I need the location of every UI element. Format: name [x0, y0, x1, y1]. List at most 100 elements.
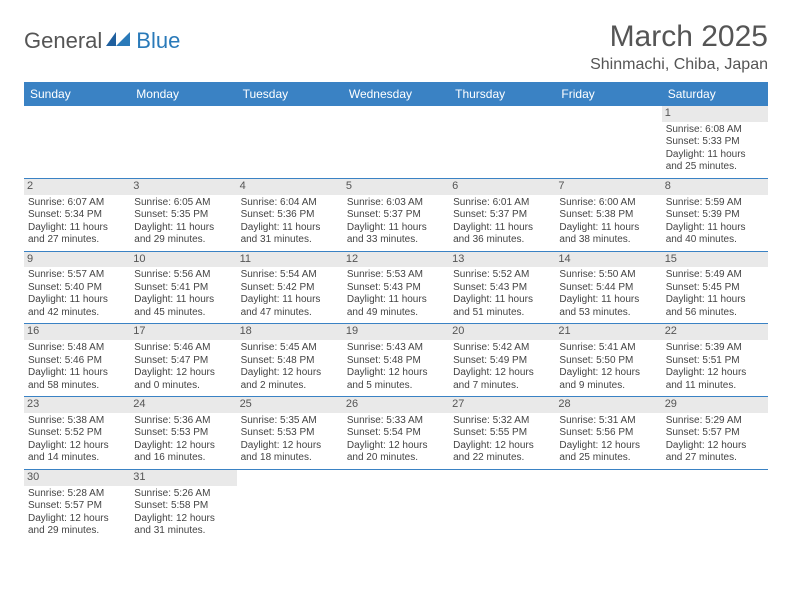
- daylight-line: Daylight: 11 hours and 29 minutes.: [134, 222, 232, 247]
- sunrise-line: Sunrise: 5:49 AM: [666, 269, 764, 282]
- month-title: March 2025: [590, 20, 768, 54]
- sunset-line: Sunset: 5:57 PM: [28, 500, 126, 513]
- sunrise-line: Sunrise: 6:00 AM: [559, 197, 657, 210]
- sunset-line: Sunset: 5:37 PM: [347, 209, 445, 222]
- calendar-cell: 18Sunrise: 5:45 AMSunset: 5:48 PMDayligh…: [237, 324, 343, 397]
- sunset-line: Sunset: 5:33 PM: [666, 136, 764, 149]
- sunset-line: Sunset: 5:39 PM: [666, 209, 764, 222]
- sunrise-line: Sunrise: 5:32 AM: [453, 415, 551, 428]
- daylight-line: Daylight: 12 hours and 31 minutes.: [134, 513, 232, 538]
- calendar-row: 16Sunrise: 5:48 AMSunset: 5:46 PMDayligh…: [24, 324, 768, 397]
- daylight-line: Daylight: 12 hours and 9 minutes.: [559, 367, 657, 392]
- sunrise-line: Sunrise: 6:01 AM: [453, 197, 551, 210]
- day-number: 5: [343, 179, 449, 195]
- day-number: 26: [343, 397, 449, 413]
- sunset-line: Sunset: 5:42 PM: [241, 282, 339, 295]
- calendar-cell: 31Sunrise: 5:26 AMSunset: 5:58 PMDayligh…: [130, 469, 236, 541]
- daylight-line: Daylight: 11 hours and 36 minutes.: [453, 222, 551, 247]
- sunset-line: Sunset: 5:54 PM: [347, 427, 445, 440]
- sunrise-line: Sunrise: 6:03 AM: [347, 197, 445, 210]
- calendar-cell: 23Sunrise: 5:38 AMSunset: 5:52 PMDayligh…: [24, 397, 130, 470]
- calendar-cell: [343, 469, 449, 541]
- weekday-header: Sunday: [24, 82, 130, 106]
- sunrise-line: Sunrise: 5:56 AM: [134, 269, 232, 282]
- sunrise-line: Sunrise: 5:29 AM: [666, 415, 764, 428]
- calendar-cell: 8Sunrise: 5:59 AMSunset: 5:39 PMDaylight…: [662, 178, 768, 251]
- weekday-header: Wednesday: [343, 82, 449, 106]
- daylight-line: Daylight: 11 hours and 42 minutes.: [28, 294, 126, 319]
- daylight-line: Daylight: 11 hours and 53 minutes.: [559, 294, 657, 319]
- calendar-cell: 7Sunrise: 6:00 AMSunset: 5:38 PMDaylight…: [555, 178, 661, 251]
- sunset-line: Sunset: 5:44 PM: [559, 282, 657, 295]
- calendar-cell: 26Sunrise: 5:33 AMSunset: 5:54 PMDayligh…: [343, 397, 449, 470]
- day-number: 8: [662, 179, 768, 195]
- calendar-row: 23Sunrise: 5:38 AMSunset: 5:52 PMDayligh…: [24, 397, 768, 470]
- day-number: 27: [449, 397, 555, 413]
- weekday-header: Friday: [555, 82, 661, 106]
- sunrise-line: Sunrise: 6:07 AM: [28, 197, 126, 210]
- sunrise-line: Sunrise: 5:39 AM: [666, 342, 764, 355]
- sunset-line: Sunset: 5:45 PM: [666, 282, 764, 295]
- calendar-cell: 12Sunrise: 5:53 AMSunset: 5:43 PMDayligh…: [343, 251, 449, 324]
- logo-text-blue: Blue: [136, 28, 180, 54]
- weekday-header: Monday: [130, 82, 236, 106]
- day-number: 19: [343, 324, 449, 340]
- sunrise-line: Sunrise: 6:08 AM: [666, 124, 764, 137]
- sunrise-line: Sunrise: 5:46 AM: [134, 342, 232, 355]
- logo-text-general: General: [24, 28, 102, 54]
- day-number: 24: [130, 397, 236, 413]
- daylight-line: Daylight: 12 hours and 5 minutes.: [347, 367, 445, 392]
- calendar-cell: 10Sunrise: 5:56 AMSunset: 5:41 PMDayligh…: [130, 251, 236, 324]
- calendar-cell: 29Sunrise: 5:29 AMSunset: 5:57 PMDayligh…: [662, 397, 768, 470]
- calendar-cell: [130, 106, 236, 178]
- sunrise-line: Sunrise: 5:52 AM: [453, 269, 551, 282]
- sunrise-line: Sunrise: 5:42 AM: [453, 342, 551, 355]
- day-number: 6: [449, 179, 555, 195]
- sunset-line: Sunset: 5:52 PM: [28, 427, 126, 440]
- calendar-row: 1Sunrise: 6:08 AMSunset: 5:33 PMDaylight…: [24, 106, 768, 178]
- sunrise-line: Sunrise: 5:57 AM: [28, 269, 126, 282]
- sunrise-line: Sunrise: 5:26 AM: [134, 488, 232, 501]
- calendar-cell: 19Sunrise: 5:43 AMSunset: 5:48 PMDayligh…: [343, 324, 449, 397]
- daylight-line: Daylight: 11 hours and 51 minutes.: [453, 294, 551, 319]
- daylight-line: Daylight: 11 hours and 31 minutes.: [241, 222, 339, 247]
- sunrise-line: Sunrise: 5:53 AM: [347, 269, 445, 282]
- calendar-row: 30Sunrise: 5:28 AMSunset: 5:57 PMDayligh…: [24, 469, 768, 541]
- calendar-cell: [555, 469, 661, 541]
- location: Shinmachi, Chiba, Japan: [590, 56, 768, 74]
- sunset-line: Sunset: 5:41 PM: [134, 282, 232, 295]
- sunset-line: Sunset: 5:58 PM: [134, 500, 232, 513]
- daylight-line: Daylight: 12 hours and 18 minutes.: [241, 440, 339, 465]
- sunset-line: Sunset: 5:49 PM: [453, 355, 551, 368]
- calendar-cell: 30Sunrise: 5:28 AMSunset: 5:57 PMDayligh…: [24, 469, 130, 541]
- day-number: 21: [555, 324, 661, 340]
- daylight-line: Daylight: 12 hours and 11 minutes.: [666, 367, 764, 392]
- sunset-line: Sunset: 5:36 PM: [241, 209, 339, 222]
- calendar-cell: 13Sunrise: 5:52 AMSunset: 5:43 PMDayligh…: [449, 251, 555, 324]
- sunrise-line: Sunrise: 5:43 AM: [347, 342, 445, 355]
- sunset-line: Sunset: 5:40 PM: [28, 282, 126, 295]
- sunset-line: Sunset: 5:51 PM: [666, 355, 764, 368]
- sunset-line: Sunset: 5:53 PM: [134, 427, 232, 440]
- day-number: 22: [662, 324, 768, 340]
- calendar-cell: [237, 106, 343, 178]
- daylight-line: Daylight: 12 hours and 29 minutes.: [28, 513, 126, 538]
- sunset-line: Sunset: 5:35 PM: [134, 209, 232, 222]
- sunset-line: Sunset: 5:37 PM: [453, 209, 551, 222]
- title-block: March 2025 Shinmachi, Chiba, Japan: [590, 20, 768, 74]
- sunset-line: Sunset: 5:55 PM: [453, 427, 551, 440]
- sunrise-line: Sunrise: 5:33 AM: [347, 415, 445, 428]
- daylight-line: Daylight: 12 hours and 16 minutes.: [134, 440, 232, 465]
- calendar-cell: 25Sunrise: 5:35 AMSunset: 5:53 PMDayligh…: [237, 397, 343, 470]
- daylight-line: Daylight: 11 hours and 45 minutes.: [134, 294, 232, 319]
- calendar-cell: [237, 469, 343, 541]
- calendar-cell: 11Sunrise: 5:54 AMSunset: 5:42 PMDayligh…: [237, 251, 343, 324]
- sunrise-line: Sunrise: 5:38 AM: [28, 415, 126, 428]
- header: General Blue March 2025 Shinmachi, Chiba…: [24, 20, 768, 74]
- calendar-cell: 5Sunrise: 6:03 AMSunset: 5:37 PMDaylight…: [343, 178, 449, 251]
- calendar-cell: 1Sunrise: 6:08 AMSunset: 5:33 PMDaylight…: [662, 106, 768, 178]
- sunrise-line: Sunrise: 6:05 AM: [134, 197, 232, 210]
- sunrise-line: Sunrise: 5:59 AM: [666, 197, 764, 210]
- calendar-row: 9Sunrise: 5:57 AMSunset: 5:40 PMDaylight…: [24, 251, 768, 324]
- day-number: 10: [130, 252, 236, 268]
